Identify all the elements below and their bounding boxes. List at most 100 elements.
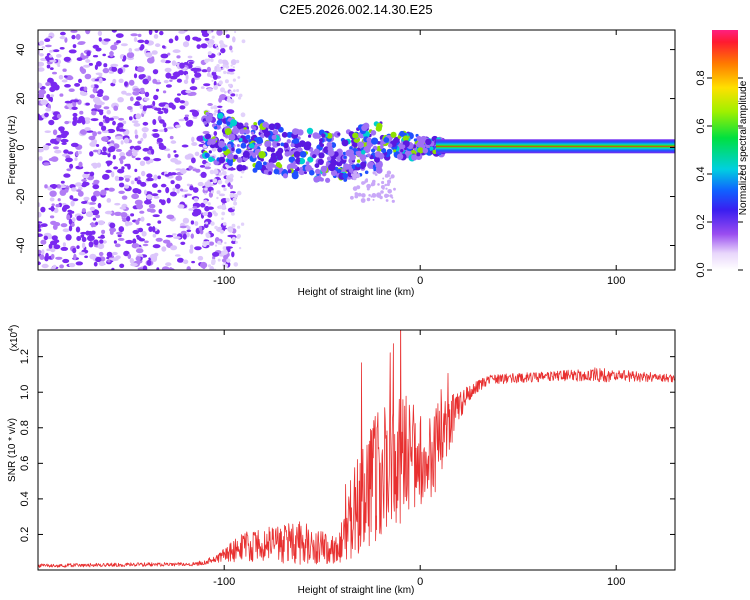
noise-cell (118, 78, 124, 84)
noise-cell (212, 255, 216, 260)
noise-cell (144, 199, 152, 205)
noise-cell (119, 206, 127, 210)
signal-cell (308, 134, 312, 138)
noise-cell (238, 96, 242, 100)
noise-cell (61, 79, 68, 83)
signal-cell (356, 150, 363, 157)
signal-cell (236, 157, 243, 163)
noise-cell (113, 166, 119, 170)
noise-cell (90, 118, 99, 122)
noise-cell (204, 187, 208, 191)
snr-series-line (38, 330, 675, 568)
noise-cell (207, 72, 211, 77)
signal-cell (287, 169, 292, 174)
noise-cell (220, 47, 226, 54)
noise-cell (225, 246, 233, 249)
noise-cell (88, 135, 96, 141)
noise-cell (202, 159, 207, 165)
signal-cell (205, 111, 210, 116)
noise-cell (171, 104, 176, 110)
noise-cell (38, 233, 43, 237)
noise-cell (77, 190, 84, 197)
noise-cell (95, 256, 102, 263)
signal-cell (417, 147, 424, 154)
noise-cell (75, 261, 84, 266)
noise-cell (172, 49, 181, 54)
noise-cell (157, 110, 164, 115)
signal-cell (214, 126, 218, 130)
noise-cell (48, 243, 53, 249)
colorbar-label: Normalized spectral amplitude (738, 80, 749, 215)
noise-cell (218, 59, 223, 64)
noise-cell (70, 200, 75, 207)
noise-cell (124, 163, 131, 167)
signal-cell (360, 198, 366, 203)
noise-cell (126, 52, 135, 59)
noise-cell (131, 120, 139, 124)
noise-cell (220, 87, 225, 93)
noise-cell (110, 44, 118, 51)
noise-cell (197, 255, 204, 261)
noise-cell (108, 187, 115, 192)
noise-cell (91, 110, 97, 116)
noise-cell (134, 177, 138, 182)
noise-cell (91, 230, 96, 235)
noise-cell (116, 40, 121, 44)
signal-cell (233, 154, 239, 160)
noise-cell (108, 161, 112, 166)
signal-cell (231, 147, 235, 151)
signal-cell (236, 144, 240, 147)
noise-cell (89, 151, 94, 157)
signal-cell (362, 122, 370, 130)
noise-cell (219, 242, 222, 245)
noise-cell (88, 62, 93, 66)
noise-cell (233, 262, 239, 267)
signal-cell (205, 133, 211, 140)
noise-cell (142, 265, 148, 270)
noise-cell (158, 142, 164, 148)
noise-cell (193, 197, 199, 202)
noise-cell (65, 234, 72, 241)
signal-cell (252, 126, 257, 131)
noise-cell (97, 220, 105, 226)
noise-cell (213, 112, 217, 116)
noise-cell (225, 164, 228, 168)
noise-cell (64, 188, 69, 193)
noise-cell (111, 171, 115, 178)
signal-cell (240, 142, 247, 149)
noise-cell (222, 246, 227, 250)
noise-cell (68, 88, 75, 92)
noise-cell (183, 79, 189, 85)
noise-cell (92, 131, 97, 137)
signal-cell (396, 153, 404, 160)
noise-cell (97, 131, 102, 135)
noise-cell (75, 182, 83, 187)
noise-cell (123, 55, 127, 61)
noise-cell (124, 184, 130, 189)
noise-cell (184, 154, 191, 160)
noise-cell (200, 202, 206, 208)
noise-cell (220, 153, 224, 158)
noise-cell (229, 184, 233, 190)
noise-cell (156, 267, 160, 270)
noise-cell (218, 80, 223, 85)
noise-cell (116, 231, 123, 235)
noise-cell (157, 189, 162, 193)
noise-cell (72, 247, 77, 254)
noise-cell (222, 64, 226, 68)
noise-cell (236, 190, 242, 196)
signal-cell (252, 155, 256, 159)
noise-cell (160, 183, 167, 188)
noise-cell (110, 63, 119, 67)
noise-cell (194, 221, 199, 226)
signal-cell (374, 173, 378, 176)
noise-cell (142, 121, 149, 126)
signal-cell (244, 122, 249, 127)
spectrogram-ylabel: Frequency (Hz) (7, 116, 18, 185)
noise-cell (123, 64, 129, 68)
signal-cell (375, 161, 383, 169)
noise-cell (125, 239, 133, 244)
signal-cell (372, 198, 375, 201)
noise-cell (179, 105, 186, 110)
